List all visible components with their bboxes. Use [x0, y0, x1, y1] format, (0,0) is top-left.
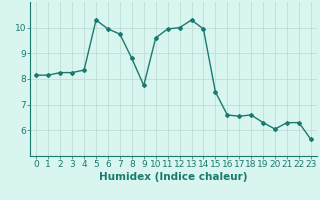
- X-axis label: Humidex (Indice chaleur): Humidex (Indice chaleur): [99, 172, 248, 182]
